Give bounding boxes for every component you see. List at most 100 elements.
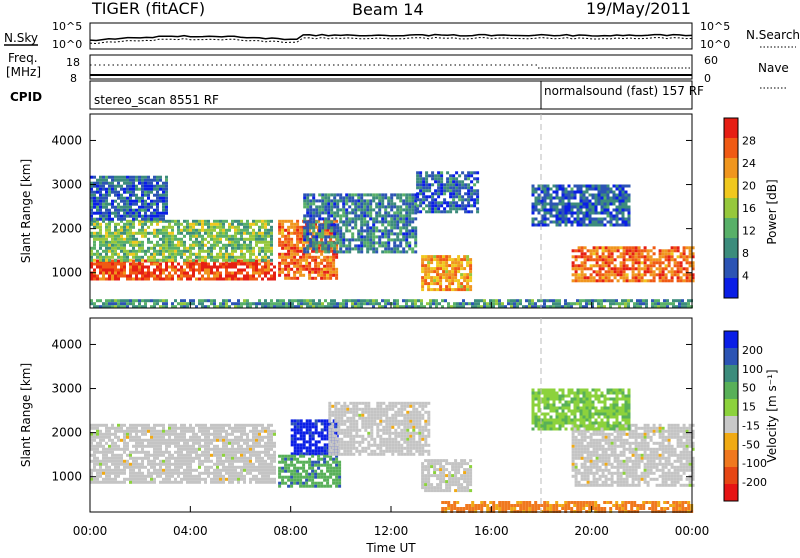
velocity-echo-cell xyxy=(120,472,123,475)
power-echo-cell xyxy=(264,232,267,235)
power-echo-cell xyxy=(300,302,303,305)
power-echo-cell xyxy=(457,270,460,273)
power-echo-cell xyxy=(195,260,198,263)
power-echo-cell xyxy=(454,270,457,273)
power-echo-cell xyxy=(342,235,345,238)
velocity-echo-cell xyxy=(321,437,324,440)
power-echo-cell xyxy=(650,270,653,273)
power-echo-cell xyxy=(120,266,123,269)
power-echo-cell xyxy=(402,208,405,211)
power-echo-cell xyxy=(622,194,625,197)
power-echo-cell xyxy=(96,200,99,203)
power-echo-cell xyxy=(144,260,147,263)
power-echo-cell xyxy=(617,267,620,270)
velocity-echo-cell xyxy=(243,427,246,430)
velocity-echo-cell xyxy=(147,427,150,430)
power-echo-cell xyxy=(598,221,601,224)
power-echo-cell xyxy=(252,266,255,269)
power-echo-cell xyxy=(463,285,466,288)
velocity-echo-cell xyxy=(201,454,204,457)
power-echo-cell xyxy=(416,192,419,195)
power-echo-cell xyxy=(114,272,117,275)
velocity-echo-cell xyxy=(246,436,249,439)
power-echo-cell xyxy=(195,238,198,241)
power-echo-cell xyxy=(333,199,336,202)
power-echo-cell xyxy=(333,214,336,217)
power-echo-cell xyxy=(462,302,465,305)
power-echo-cell xyxy=(625,221,628,224)
power-echo-cell xyxy=(624,299,627,302)
power-echo-cell xyxy=(138,188,141,191)
power-echo-cell xyxy=(535,224,538,227)
power-echo-cell xyxy=(437,210,440,213)
power-echo-cell xyxy=(192,269,195,272)
power-echo-cell xyxy=(150,215,153,218)
power-echo-cell xyxy=(434,192,437,195)
power-echo-cell xyxy=(117,223,120,226)
power-echo-cell xyxy=(550,200,553,203)
power-echo-cell xyxy=(198,241,201,244)
power-echo-cell xyxy=(538,221,541,224)
power-echo-cell xyxy=(662,252,665,255)
power-echo-cell xyxy=(153,200,156,203)
velocity-echo-cell xyxy=(270,433,273,436)
velocity-echo-cell xyxy=(228,454,231,457)
velocity-echo-cell xyxy=(195,436,198,439)
power-echo-cell xyxy=(339,244,342,247)
velocity-echo-cell xyxy=(99,481,102,484)
power-echo-cell xyxy=(378,193,381,196)
power-echo-cell xyxy=(108,218,111,221)
power-echo-cell xyxy=(578,255,581,258)
power-echo-cell xyxy=(339,250,342,253)
power-echo-cell xyxy=(126,223,129,226)
velocity-echo-cell xyxy=(213,439,216,442)
power-echo-cell xyxy=(150,232,153,235)
power-echo-cell xyxy=(436,267,439,270)
power-echo-cell xyxy=(231,266,234,269)
power-echo-cell xyxy=(584,264,587,267)
power-echo-cell xyxy=(339,229,342,232)
power-echo-cell xyxy=(427,273,430,276)
power-echo-cell xyxy=(123,263,126,266)
power-echo-cell xyxy=(671,279,674,282)
power-echo-cell xyxy=(120,206,123,209)
power-echo-cell xyxy=(132,215,135,218)
power-echo-cell xyxy=(111,212,114,215)
power-echo-cell xyxy=(278,268,281,271)
power-echo-cell xyxy=(416,171,419,174)
power-echo-cell xyxy=(144,278,147,281)
power-echo-cell xyxy=(168,232,171,235)
power-echo-cell xyxy=(270,269,273,272)
y-tick-label: 4000 xyxy=(51,133,82,147)
power-echo-cell xyxy=(303,205,306,208)
power-echo-cell xyxy=(457,258,460,261)
power-echo-cell xyxy=(665,279,668,282)
power-echo-cell xyxy=(228,244,231,247)
power-echo-cell xyxy=(264,302,267,305)
power-echo-cell xyxy=(638,252,641,255)
velocity-echo-cell xyxy=(198,430,201,433)
power-echo-cell xyxy=(556,209,559,212)
velocity-echo-cell xyxy=(123,439,126,442)
power-echo-cell xyxy=(586,203,589,206)
power-echo-cell xyxy=(290,268,293,271)
power-echo-cell xyxy=(308,277,311,280)
velocity-echo-cell xyxy=(150,475,153,478)
power-echo-cell xyxy=(611,273,614,276)
power-echo-cell xyxy=(458,207,461,210)
velocity-echo-cell xyxy=(168,463,171,466)
velocity-echo-cell xyxy=(99,433,102,436)
power-echo-cell xyxy=(559,188,562,191)
power-echo-cell xyxy=(303,193,306,196)
power-echo-cell xyxy=(333,226,336,229)
velocity-echo-cell xyxy=(255,454,258,457)
velocity-echo-cell xyxy=(144,424,147,427)
power-echo-cell xyxy=(626,279,629,282)
power-echo-cell xyxy=(144,275,147,278)
power-echo-cell xyxy=(611,261,614,264)
power-echo-cell xyxy=(635,249,638,252)
power-echoes xyxy=(90,171,695,308)
velocity-echo-cell xyxy=(189,457,192,460)
power-echo-cell xyxy=(428,195,431,198)
